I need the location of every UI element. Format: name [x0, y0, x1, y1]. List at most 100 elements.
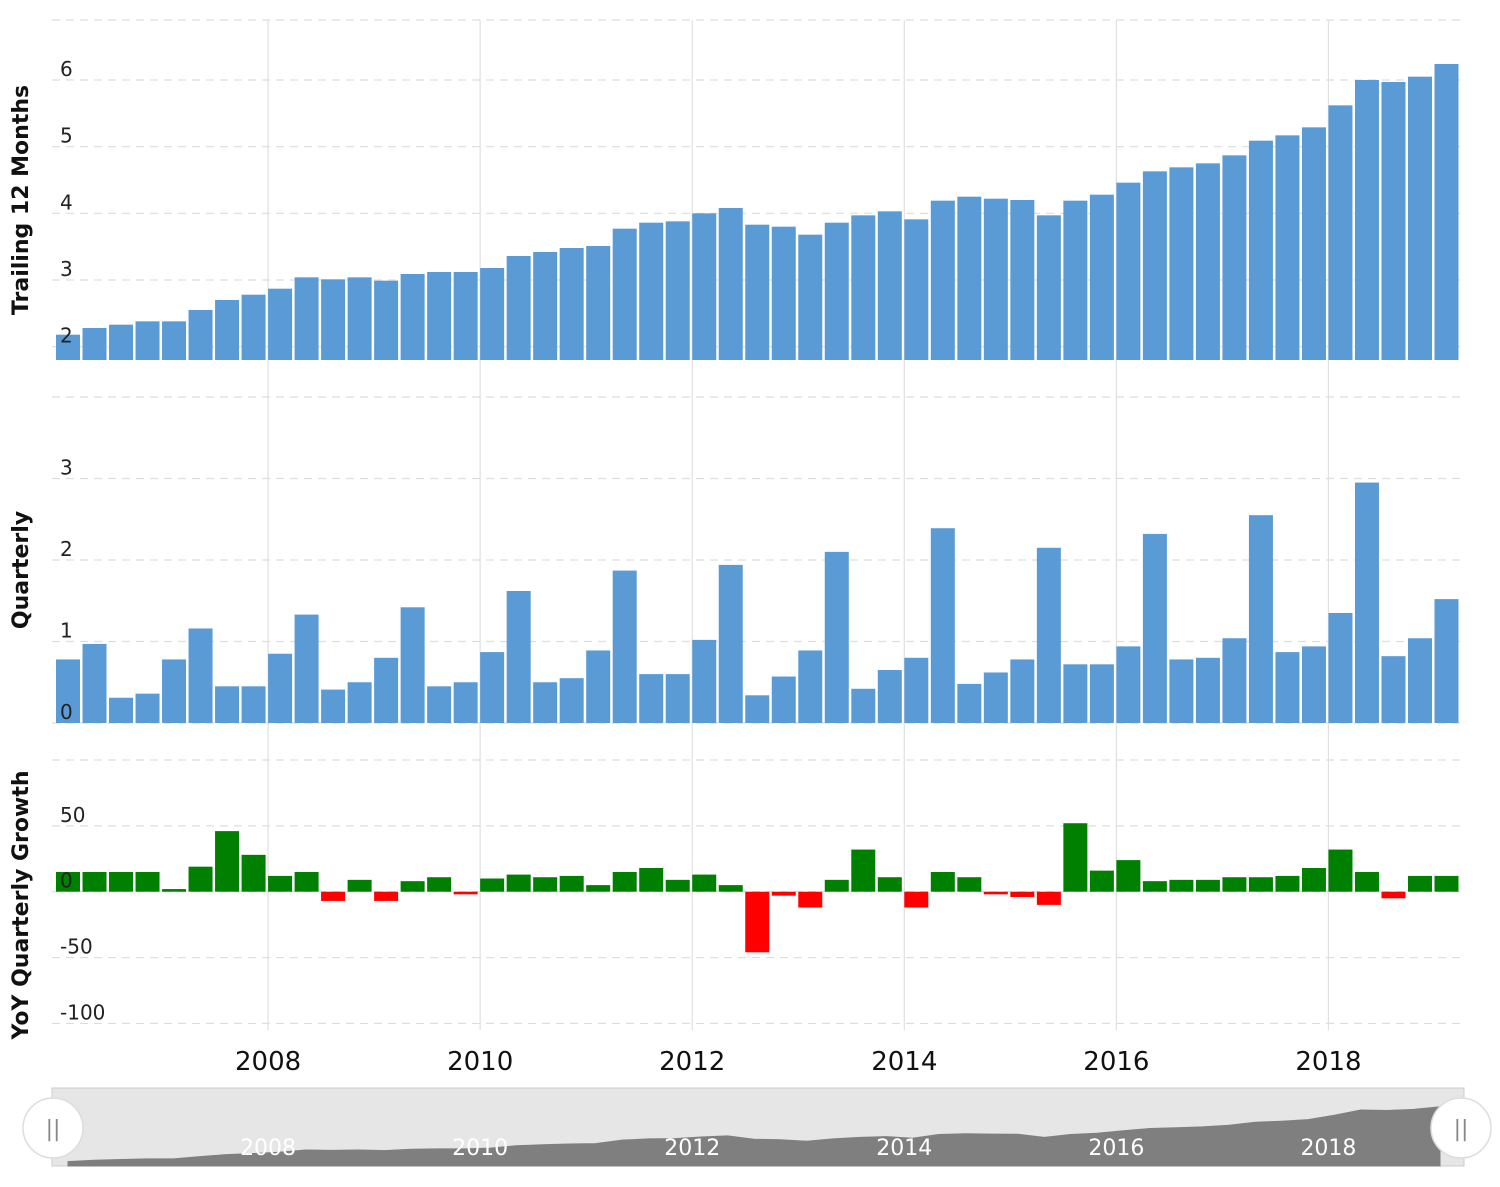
bar: [745, 891, 770, 953]
bar: [1275, 652, 1300, 723]
bar: [56, 334, 81, 360]
bar: [506, 874, 531, 892]
bar: [135, 871, 160, 892]
grip-lines-icon: ||: [1454, 1117, 1469, 1142]
bar: [692, 639, 717, 723]
bar: [109, 324, 134, 360]
bar: [400, 274, 425, 360]
bar: [1328, 612, 1353, 723]
bar: [135, 693, 160, 723]
x-tick-label: 2012: [659, 1047, 725, 1077]
bar: [665, 674, 690, 723]
bar: [427, 877, 452, 892]
bar: [798, 891, 823, 908]
bar: [745, 695, 770, 723]
bar: [480, 878, 505, 892]
bar: [1036, 891, 1061, 905]
bar: [215, 300, 240, 360]
bar: [1434, 64, 1459, 360]
navigator-right-handle[interactable]: ||: [1430, 1097, 1492, 1159]
bar: [480, 652, 505, 723]
y-tick-label: 50: [60, 803, 85, 827]
bar: [1010, 200, 1035, 360]
bar: [798, 234, 823, 360]
bar: [241, 294, 266, 360]
bar: [983, 891, 1008, 895]
bar: [241, 854, 266, 892]
bar: [453, 682, 478, 723]
bar: [718, 564, 743, 723]
bar: [957, 683, 982, 723]
bar: [1142, 881, 1167, 892]
bar: [559, 678, 584, 723]
bar: [1063, 664, 1088, 723]
bar: [1434, 875, 1459, 892]
bar: [824, 222, 849, 360]
bar: [877, 877, 902, 892]
navigator[interactable]: 2008 2010 2012 2014 2016 2018 || ||: [22, 1087, 1492, 1167]
bar: [957, 196, 982, 360]
bar: [1142, 171, 1167, 360]
yoy-growth-panel: 50 0 -50 -100 YoY Quarterly Growth: [9, 759, 1461, 1041]
y-tick-label: 5: [60, 124, 73, 148]
bar: [771, 676, 796, 723]
bar: [453, 891, 478, 895]
bar: [506, 256, 531, 360]
bar: [1354, 871, 1379, 892]
bar: [1169, 659, 1194, 723]
y-tick-label: 3: [60, 257, 73, 281]
bar: [930, 871, 955, 892]
bar: [718, 208, 743, 360]
bar: [692, 874, 717, 892]
bar: [294, 871, 319, 892]
bar: [1328, 105, 1353, 360]
x-tick-label: 2010: [447, 1047, 513, 1077]
bar: [1381, 82, 1406, 360]
bar: [109, 697, 134, 723]
bar: [1195, 163, 1220, 360]
bar: [1063, 823, 1088, 892]
bar: [400, 881, 425, 892]
navigator-label: 2008: [240, 1136, 296, 1161]
bar: [1381, 656, 1406, 723]
bar: [771, 891, 796, 896]
bar: [453, 272, 478, 360]
bar: [665, 221, 690, 360]
y-tick-label: 3: [60, 456, 73, 480]
bar-series: [56, 482, 1459, 723]
y-axis-label: YoY Quarterly Growth: [9, 770, 34, 1040]
x-tick-label: 2008: [235, 1047, 301, 1077]
bar: [1407, 76, 1432, 361]
bar: [533, 877, 558, 892]
bar-series: [56, 64, 1459, 361]
bar: [904, 891, 929, 908]
bar: [612, 228, 637, 360]
bar: [851, 688, 876, 723]
bar: [904, 657, 929, 723]
bar: [983, 672, 1008, 723]
y-axis-label: Trailing 12 Months: [9, 85, 34, 315]
bar: [1116, 860, 1141, 892]
bar: [374, 657, 399, 723]
bar: [612, 570, 637, 723]
bar: [639, 674, 664, 723]
bar: [82, 643, 107, 723]
bar: [294, 614, 319, 723]
bar: [665, 879, 690, 892]
grip-lines-icon: ||: [46, 1117, 61, 1142]
bar: [559, 875, 584, 892]
bar: [1248, 515, 1273, 723]
bar: [639, 868, 664, 892]
bar: [1089, 194, 1114, 360]
bar: [215, 831, 240, 892]
navigator-left-handle[interactable]: ||: [22, 1097, 84, 1159]
bar: [957, 877, 982, 892]
bar: [718, 885, 743, 892]
bar: [1222, 638, 1247, 723]
bar: [1301, 127, 1326, 360]
bar: [692, 213, 717, 360]
y-tick-label: 2: [60, 324, 73, 348]
bar: [1407, 638, 1432, 723]
trailing-12-months-panel: 2 3 4 5 6 Trailing 12 Months: [9, 19, 1461, 361]
bar: [162, 659, 187, 723]
